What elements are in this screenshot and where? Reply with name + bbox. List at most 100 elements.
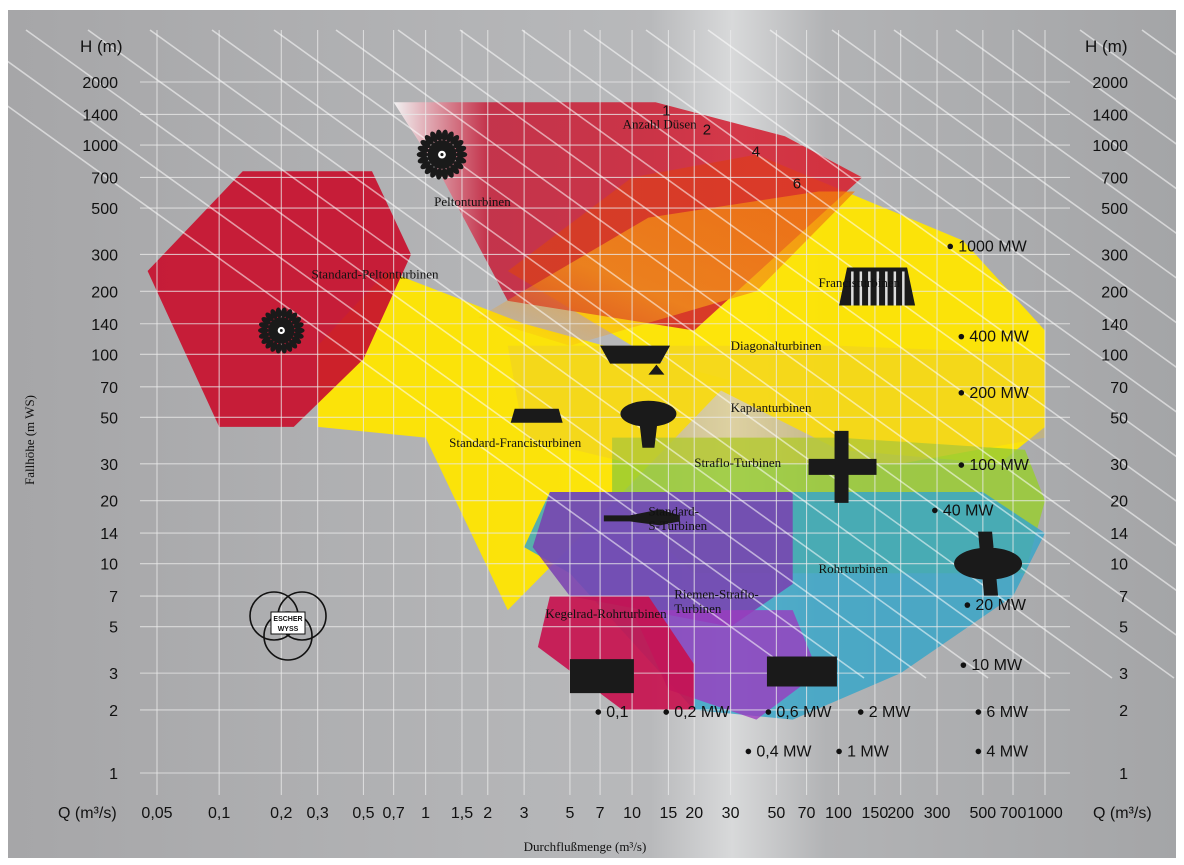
power-label: 0,6 MW <box>776 704 832 721</box>
x-tick-label: 150 <box>862 805 889 822</box>
x-tick-label: 3 <box>520 805 529 822</box>
y-tick-label-right: 500 <box>1101 201 1128 218</box>
region-label: Kegelrad-Rohrturbinen <box>545 606 667 621</box>
power-marker-dot <box>932 507 938 514</box>
x-tick-label: 0,5 <box>352 805 374 822</box>
y-tick-label-right: 7 <box>1119 589 1128 606</box>
pelton-bucket <box>420 161 431 170</box>
y-tick-label-right: 1400 <box>1092 107 1128 124</box>
region-standard-s-turbinen <box>532 492 793 627</box>
y-tick-label-left: 70 <box>100 380 118 397</box>
power-label: 0,1 <box>606 704 628 721</box>
x-tick-label: 1 <box>421 805 430 822</box>
x-tick-label: 2 <box>483 805 492 822</box>
pelton-bucket <box>261 336 271 344</box>
x-tick-label: 300 <box>924 805 951 822</box>
q-axis-title-left: Q (m³/s) <box>58 805 117 822</box>
power-label: 1 MW <box>847 743 890 760</box>
francis-runner-blade <box>902 271 905 306</box>
power-hatch-line <box>893 29 1184 240</box>
y-tick-label-right: 70 <box>1110 380 1128 397</box>
power-label: 0,2 MW <box>674 704 730 721</box>
region-standard-peltonturbinen <box>147 171 411 427</box>
x-tick-label: 0,7 <box>383 805 405 822</box>
y-tick-label-right: 3 <box>1119 666 1128 683</box>
straflo-turbine-icon <box>808 430 877 503</box>
x-tick-label: 0,3 <box>307 805 329 822</box>
y-tick-label-left: 300 <box>91 247 118 264</box>
y-tick-label-left: 14 <box>100 526 118 543</box>
pelton-bucket <box>435 129 443 141</box>
power-hatch-line <box>397 29 1184 597</box>
region-kegelrad-rohrturbinen <box>537 596 695 710</box>
pelton-bucket <box>289 312 298 322</box>
pelton-bucket <box>417 156 429 164</box>
pelton-bucket <box>441 168 448 180</box>
y-ticks-left: 1 2 3 5 7 10 14 20 30 50 70 100 140 200 300 500 700 1000 1… <box>82 75 118 783</box>
power-marker-dot <box>960 662 967 668</box>
y-tick-label-left: 1400 <box>82 107 118 124</box>
y-tick-label-right: 10 <box>1110 557 1128 574</box>
x-tick-label: 700 <box>1000 805 1027 822</box>
power-marker-dot <box>958 462 965 468</box>
x-axis-label: Durchflußmenge (m³/s) <box>524 839 647 854</box>
power-hatch-line <box>25 29 927 679</box>
standard-francis-runner-icon <box>510 408 563 423</box>
y-tick-label-left: 7 <box>109 589 118 606</box>
standard-pelton-wheel-icon <box>258 307 305 354</box>
y-tick-label-left: 700 <box>91 170 118 187</box>
y-tick-label-right: 5 <box>1119 620 1128 637</box>
x-tick-label: 100 <box>825 805 852 822</box>
svg-text:ESCHER: ESCHER <box>273 616 302 623</box>
power-marker-dot <box>765 709 772 715</box>
pelton-bucket <box>291 317 302 325</box>
kaplan-hub <box>638 413 659 448</box>
turbine-icons-layer <box>258 129 1023 694</box>
y-tick-label-left: 2 <box>109 703 118 720</box>
region-label: Francisturbinen <box>819 275 901 290</box>
pelton-bucket <box>289 339 298 349</box>
pelton-bucket <box>453 161 464 170</box>
power-marker-dot <box>975 709 982 715</box>
nozzle-count-label: 6 <box>793 175 801 192</box>
power-marker-dot <box>595 709 602 715</box>
power-hatch-line <box>769 29 1184 330</box>
pelton-bucket <box>455 145 467 153</box>
y-tick-label-right: 140 <box>1101 317 1128 334</box>
power-hatch-line <box>149 29 1051 679</box>
belt-straflo-icon <box>766 656 837 687</box>
pelton-bucket <box>455 151 468 158</box>
x-tick-label: 0,2 <box>270 805 292 822</box>
power-label: 200 MW <box>969 385 1029 402</box>
pelton-bucket <box>265 339 274 349</box>
pelton-bucket <box>291 336 302 344</box>
power-marker-dot <box>958 333 965 340</box>
y-tick-label-left: 2000 <box>82 75 118 92</box>
h-axis-title-right: H (m) <box>1085 37 1127 56</box>
power-hatch-line <box>955 29 1184 196</box>
pelton-bucket <box>270 309 278 320</box>
power-labels-layer: 1000 MW 400 MW 200 MW 100 MW 40 MW 20 MW 10 MW… <box>595 238 1030 760</box>
y-tick-label-left: 200 <box>91 284 118 301</box>
pelton-bucket <box>258 332 270 339</box>
pelton-bucket <box>294 327 305 334</box>
region-label: S-Turbinen <box>648 518 707 533</box>
x-tick-label: 1000 <box>1027 805 1063 822</box>
power-marker-dot <box>836 748 842 755</box>
region-label: Diagonalturbinen <box>731 338 822 353</box>
pelton-bucket <box>424 135 434 145</box>
y-tick-label-left: 3 <box>109 666 118 683</box>
pelton-bucket <box>280 343 287 354</box>
region-label: Riemen-Straflo- <box>674 587 758 602</box>
pelton-bucket <box>430 131 438 143</box>
power-label: 4 MW <box>986 743 1029 760</box>
power-marker-dot <box>947 243 954 250</box>
pelton-bucket <box>275 343 282 354</box>
pelton-bucket <box>446 166 454 178</box>
pelton-bucket <box>265 312 274 322</box>
x-tick-label: 70 <box>798 805 816 822</box>
power-hatch-line <box>459 29 1184 553</box>
power-marker-dot <box>663 709 670 715</box>
pelton-bucket <box>435 168 443 180</box>
pelton-bucket <box>441 129 448 141</box>
